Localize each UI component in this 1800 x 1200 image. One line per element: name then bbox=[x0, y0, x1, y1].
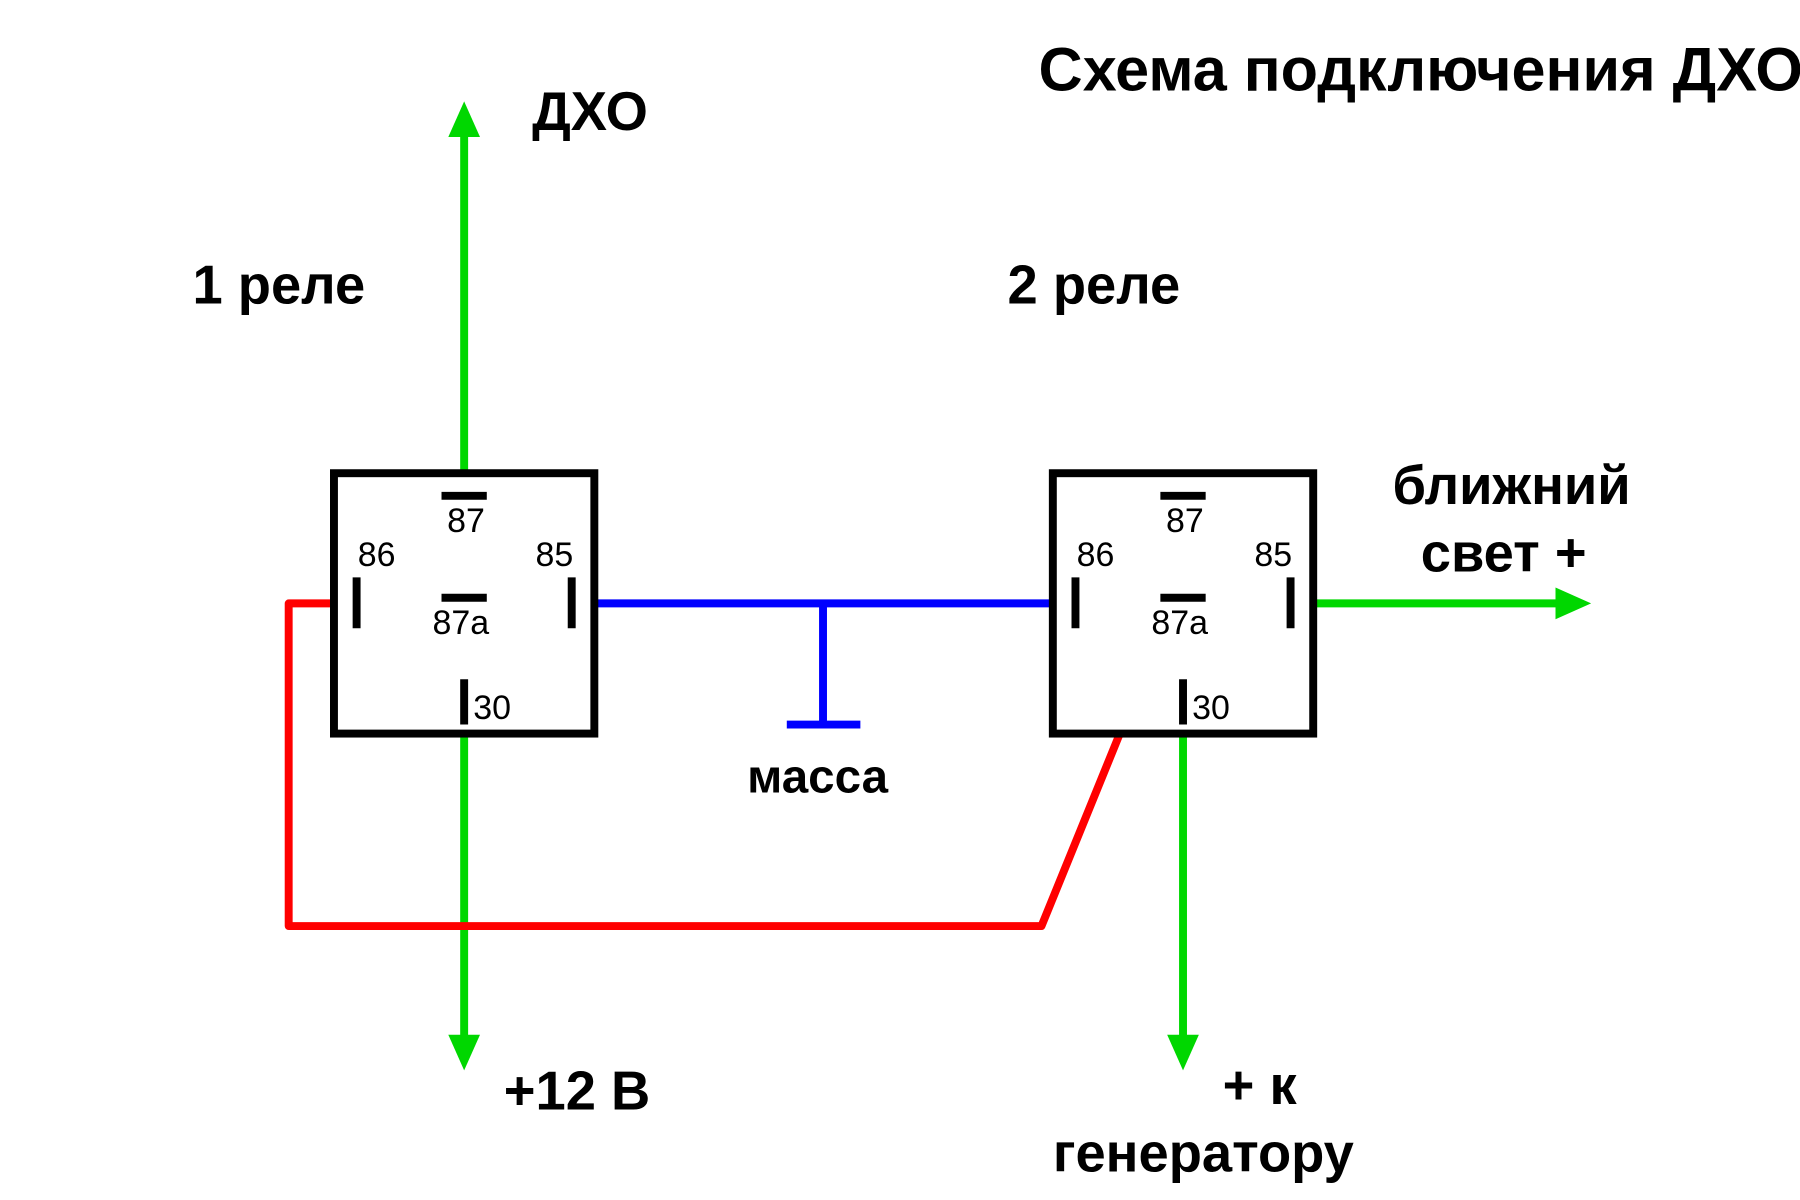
relay2-pin-85-label: 85 bbox=[1254, 536, 1292, 574]
relay2-label: 2 реле bbox=[1008, 254, 1181, 315]
relay1-label: 1 реле bbox=[192, 254, 365, 315]
relay2-pin-87-label: 87 bbox=[1166, 502, 1204, 540]
lbl-dho: ДХО bbox=[532, 81, 648, 142]
lbl-12v: +12 В bbox=[504, 1060, 650, 1121]
lbl-gen1: + к bbox=[1223, 1055, 1298, 1116]
diagram-title: Схема подключения ДХО bbox=[1039, 36, 1800, 104]
ground-label: масса bbox=[747, 750, 888, 803]
relay2-pin-87a-label: 87a bbox=[1151, 604, 1208, 642]
relay1-pin-30-label: 30 bbox=[473, 689, 511, 727]
relay1-pin-86-label: 86 bbox=[358, 536, 396, 574]
lbl-lowbeam1: ближний bbox=[1392, 455, 1630, 516]
lbl-lowbeam2: свет + bbox=[1421, 523, 1587, 584]
relay1-pin-87a-label: 87a bbox=[432, 604, 489, 642]
lbl-gen2: генератору bbox=[1053, 1123, 1354, 1184]
relay2-pin-30-label: 30 bbox=[1192, 689, 1230, 727]
relay1-pin-87-label: 87 bbox=[447, 502, 485, 540]
relay2-pin-86-label: 86 bbox=[1077, 536, 1115, 574]
relay1-pin-85-label: 85 bbox=[535, 536, 573, 574]
